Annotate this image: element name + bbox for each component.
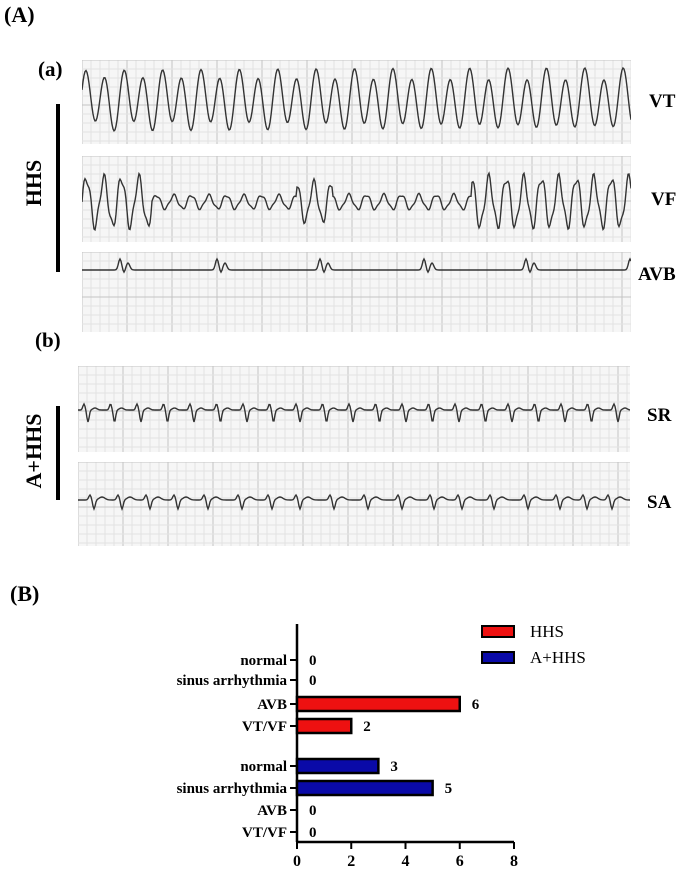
x-tick-label: 6 (456, 853, 464, 870)
ecg-svg-sr (77, 365, 631, 452)
category-label: sinus arrhythmia (177, 781, 288, 797)
legend-swatch-hhs (481, 625, 515, 638)
data-label: 0 (309, 673, 317, 689)
data-label: 0 (309, 825, 317, 841)
data-label: 0 (309, 803, 317, 819)
ecg-trace-vt (81, 66, 632, 132)
bar-hhs-vtvf (295, 717, 353, 735)
data-label: 5 (445, 781, 453, 797)
ecg-strip-vt (81, 59, 632, 144)
ecg-svg-sa (77, 461, 631, 546)
x-tick-label: 2 (347, 853, 355, 870)
ecg-label-sa: SA (647, 492, 672, 513)
data-label: 3 (390, 759, 398, 775)
ecg-svg-vt (81, 59, 632, 144)
category-label: VT/VF (242, 825, 287, 841)
ecg-grid (81, 251, 632, 332)
ecg-label-avb: AVB (638, 264, 676, 285)
ecg-strip-avb (81, 251, 632, 332)
legend-swatch-ahhs (481, 651, 515, 664)
category-label: AVB (257, 803, 287, 819)
x-tick-label: 0 (293, 853, 301, 870)
x-tick-label: 8 (510, 853, 518, 870)
ecg-trace-vf (81, 171, 632, 232)
bar-ahhs-normal (295, 757, 380, 775)
ecg-strip-sr (77, 365, 631, 452)
category-label: AVB (257, 697, 287, 713)
ahhs-group-bar (56, 406, 60, 500)
category-label: normal (240, 759, 287, 775)
ecg-grid (77, 461, 630, 546)
ecg-trace-avb (82, 257, 632, 274)
hhs-group-bar (56, 104, 60, 272)
chart-layer: 0 2 4 6 8 normal 0 sinus arrhythmia 0 AVB 6 VT/VF 2 n… (177, 622, 586, 870)
ecg-label-vt: VT (649, 91, 676, 112)
bar-hhs-avb (295, 695, 461, 713)
ecg-trace-sr (78, 402, 631, 423)
subpanel-a-label: (a) (38, 57, 63, 81)
bar-chart: 0 2 4 6 8 normal 0 sinus arrhythmia 0 AVB 6 VT/VF 2 n… (177, 622, 586, 870)
hhs-group-label: HHS (21, 159, 46, 207)
ahhs-group-label: A+HHS (21, 413, 46, 489)
data-label: 0 (309, 653, 317, 669)
category-label: sinus arrhythmia (177, 673, 288, 689)
panel-a-label: (A) (4, 2, 35, 27)
data-label: 6 (472, 697, 480, 713)
ecg-grid (81, 59, 632, 144)
data-label: 2 (363, 719, 371, 735)
ecg-grid (81, 155, 632, 242)
ecg-label-vf: VF (651, 189, 677, 210)
legend-label: A+HHS (530, 648, 586, 667)
bar-ahhs-sinusarrhythmia (295, 779, 434, 797)
panel-b-label: (B) (10, 581, 40, 606)
category-label: VT/VF (242, 719, 287, 735)
ecg-label-sr: SR (647, 405, 672, 426)
category-label: normal (240, 653, 287, 669)
subpanel-b-label: (b) (35, 328, 61, 352)
ecg-svg-avb (81, 251, 632, 332)
ecg-svg-vf (81, 155, 632, 242)
legend-label: HHS (530, 622, 564, 641)
ecg-strip-sa (77, 461, 631, 546)
x-tick-label: 4 (402, 853, 410, 870)
ecg-strip-vf (81, 155, 632, 242)
ecg-trace-sa (78, 493, 631, 511)
